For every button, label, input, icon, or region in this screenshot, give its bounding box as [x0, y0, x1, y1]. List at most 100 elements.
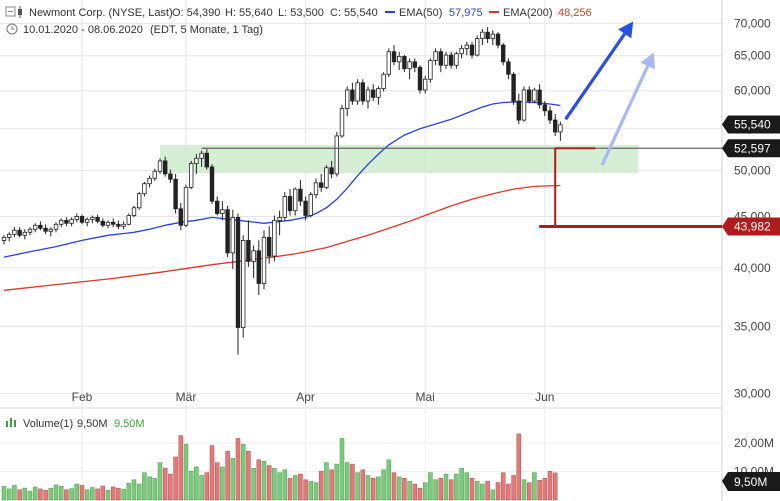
volume-bar: [474, 480, 480, 501]
volume-bar: [199, 475, 204, 501]
volume-bar: [240, 443, 246, 501]
volume-bar: [500, 472, 506, 501]
candle: [287, 189, 293, 216]
candle: [17, 227, 22, 238]
instrument-title: Newmont Corp. (NYSE, Last): [29, 7, 173, 19]
candle-body: [214, 200, 220, 214]
volume-bar: [480, 483, 485, 501]
volume-bar: [64, 489, 69, 501]
candle: [183, 184, 189, 228]
candle: [386, 48, 391, 78]
candle: [500, 43, 506, 66]
candle: [298, 180, 303, 206]
volume-bar: [433, 479, 438, 501]
volume-bar: [100, 485, 106, 501]
y-tick-label: 60,000: [734, 84, 771, 98]
candle: [90, 215, 95, 224]
volume-value-colored: 9,50M: [114, 418, 145, 430]
volume-bar: [532, 472, 537, 501]
volume-bar: [38, 488, 43, 501]
candle-body: [79, 216, 85, 223]
volume-bar: [360, 469, 366, 501]
candle-body: [443, 54, 449, 66]
candle: [474, 35, 480, 57]
volume-bar: [542, 478, 548, 501]
candle: [194, 154, 199, 174]
candle: [173, 173, 178, 214]
candle: [53, 222, 59, 233]
candle: [313, 178, 319, 199]
candle: [48, 227, 53, 237]
volume-bar: [136, 483, 142, 501]
candle: [27, 227, 33, 236]
candle: [443, 51, 449, 69]
volume-bar: [27, 490, 33, 501]
x-tick-label: Feb: [72, 390, 93, 404]
candle-body: [558, 124, 563, 133]
volume-bar: [339, 438, 345, 501]
volume-bar: [131, 479, 137, 501]
volume-bar: [386, 459, 392, 501]
candle-body: [251, 250, 256, 262]
volume-bar: [521, 479, 527, 501]
y-tick-label: 65,000: [734, 49, 771, 63]
collapse-icon[interactable]: [5, 6, 16, 17]
candle-body: [329, 167, 334, 175]
bullish-arrow-secondary: [600, 52, 655, 166]
y-tick-label: 50,000: [734, 163, 771, 177]
candle-body: [147, 177, 152, 185]
candle-body: [386, 51, 391, 75]
volume-bar: [329, 469, 334, 501]
candle-body: [454, 53, 459, 66]
volume-bar: [105, 490, 111, 501]
candle-body: [495, 33, 501, 46]
candle: [282, 191, 287, 221]
grid: [0, 0, 722, 501]
support-zone-rect: [160, 144, 639, 174]
last-price-text: 55,540: [734, 117, 771, 131]
candle: [199, 150, 204, 167]
volume-bar: [438, 478, 444, 501]
candle: [178, 203, 183, 231]
candle: [277, 210, 282, 236]
candle: [74, 213, 79, 223]
volume-bar: [313, 482, 319, 501]
x-tick-label: Mai: [416, 390, 435, 404]
candle-body: [391, 51, 397, 63]
volume-bar: [318, 470, 324, 501]
volume-bar: [396, 476, 402, 501]
candle-body: [402, 56, 407, 70]
volume-bar: [428, 472, 433, 501]
volume-bar: [58, 486, 64, 501]
y-axis-ticks: 30,00035,00040,00045,00050,00055,00060,0…: [734, 16, 771, 400]
candle-body: [527, 89, 532, 102]
candle-body: [53, 223, 59, 230]
ema200-line: [3, 184, 561, 291]
volume-bar: [526, 482, 532, 501]
volume-bar: [126, 482, 132, 501]
volume-bar: [537, 480, 542, 501]
candle-body: [43, 227, 48, 232]
candle-body: [131, 207, 137, 216]
volume-tag: 9,50M: [722, 472, 780, 491]
candle: [355, 79, 360, 105]
candle: [157, 158, 163, 174]
volume-bar: [147, 476, 152, 501]
candle-body: [485, 31, 490, 39]
low-value: L: 53,500: [278, 7, 324, 19]
volume-bar: [178, 435, 184, 501]
candle: [85, 217, 90, 227]
candle-body: [100, 220, 105, 226]
candle: [448, 51, 454, 69]
volume-bar: [547, 470, 553, 501]
candle-body: [27, 228, 33, 233]
candle-body: [277, 217, 282, 221]
candle-body: [282, 196, 287, 218]
volume-bar: [90, 487, 95, 501]
candle-body: [303, 200, 308, 216]
volume-bar: [204, 472, 210, 501]
candle: [256, 240, 261, 295]
candle-body: [266, 236, 272, 257]
volume-bar: [490, 489, 496, 501]
candle: [402, 55, 407, 73]
